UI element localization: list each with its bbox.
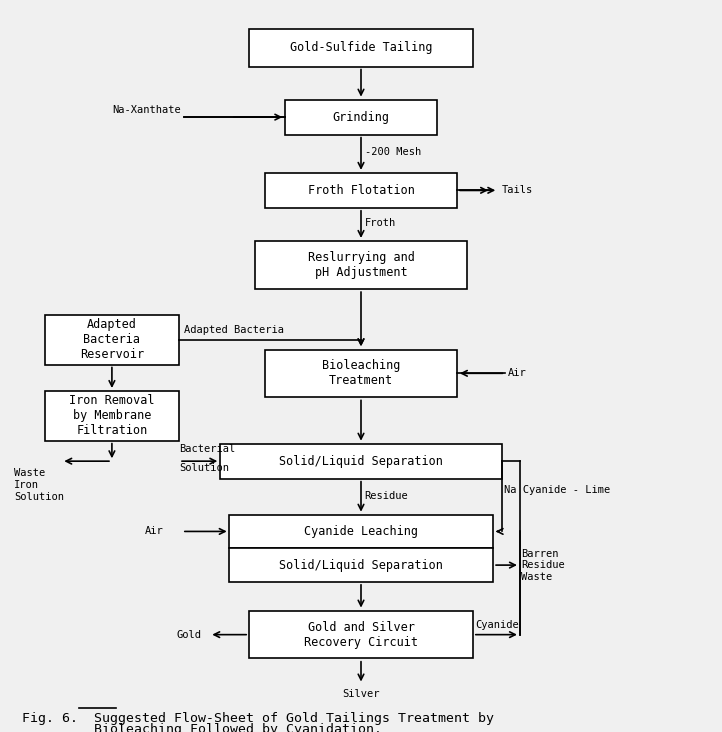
- Text: Residue: Residue: [365, 491, 409, 501]
- Text: Reslurrying and
pH Adjustment: Reslurrying and pH Adjustment: [308, 251, 414, 279]
- Text: Bioleaching Followed by Cyanidation.: Bioleaching Followed by Cyanidation.: [22, 723, 382, 732]
- FancyBboxPatch shape: [220, 444, 502, 479]
- Text: Fig. 6.  Suggested Flow-Sheet of Gold Tailings Treatment by: Fig. 6. Suggested Flow-Sheet of Gold Tai…: [22, 712, 494, 725]
- Text: Tails: Tails: [502, 185, 533, 195]
- Text: Na Cyanide - Lime: Na Cyanide - Lime: [504, 485, 610, 496]
- Text: Bacterial: Bacterial: [179, 444, 235, 454]
- Text: Waste
Iron
Solution: Waste Iron Solution: [14, 468, 64, 501]
- FancyBboxPatch shape: [255, 241, 468, 288]
- FancyBboxPatch shape: [45, 391, 179, 441]
- FancyBboxPatch shape: [285, 100, 437, 135]
- Text: Grinding: Grinding: [333, 111, 389, 124]
- Text: Gold: Gold: [177, 630, 202, 640]
- Text: Froth: Froth: [365, 218, 396, 228]
- Text: Solid/Liquid Separation: Solid/Liquid Separation: [279, 559, 443, 572]
- Text: Na-Xanthate: Na-Xanthate: [112, 105, 180, 115]
- Text: Froth Flotation: Froth Flotation: [308, 184, 414, 197]
- Text: Bioleaching
Treatment: Bioleaching Treatment: [322, 359, 400, 387]
- Text: Adapted
Bacteria
Reservoir: Adapted Bacteria Reservoir: [80, 318, 144, 361]
- FancyBboxPatch shape: [266, 173, 457, 208]
- Text: Solid/Liquid Separation: Solid/Liquid Separation: [279, 455, 443, 468]
- FancyBboxPatch shape: [249, 610, 473, 659]
- FancyBboxPatch shape: [249, 29, 473, 67]
- Text: Barren
Residue
Waste: Barren Residue Waste: [521, 548, 565, 582]
- FancyBboxPatch shape: [230, 548, 492, 582]
- FancyBboxPatch shape: [45, 315, 179, 365]
- Text: -200 Mesh: -200 Mesh: [365, 146, 421, 157]
- Text: Cyanide Leaching: Cyanide Leaching: [304, 525, 418, 538]
- Text: Adapted Bacteria: Adapted Bacteria: [184, 325, 284, 335]
- Text: Solution: Solution: [179, 463, 229, 473]
- Text: Gold-Sulfide Tailing: Gold-Sulfide Tailing: [290, 41, 432, 54]
- Text: Air: Air: [144, 526, 163, 537]
- FancyBboxPatch shape: [266, 350, 457, 397]
- Text: Cyanide: Cyanide: [475, 619, 519, 630]
- Text: Iron Removal
by Membrane
Filtration: Iron Removal by Membrane Filtration: [69, 395, 155, 437]
- FancyBboxPatch shape: [230, 515, 492, 548]
- Text: Air: Air: [508, 368, 526, 378]
- Text: Silver: Silver: [342, 689, 380, 699]
- Text: Gold and Silver
Recovery Circuit: Gold and Silver Recovery Circuit: [304, 621, 418, 649]
